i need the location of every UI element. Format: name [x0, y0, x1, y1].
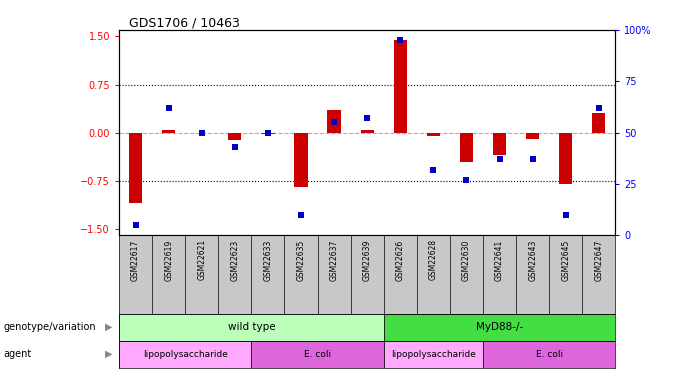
- Text: GSM22619: GSM22619: [164, 239, 173, 280]
- Text: genotype/variation: genotype/variation: [3, 322, 96, 332]
- Bar: [483, 340, 615, 368]
- Text: GSM22623: GSM22623: [231, 239, 239, 280]
- Bar: [360, 129, 374, 133]
- Text: lipopolysaccharide: lipopolysaccharide: [391, 350, 476, 358]
- Text: GSM22639: GSM22639: [362, 239, 372, 281]
- Bar: [261, 133, 275, 134]
- Bar: [228, 133, 241, 140]
- Text: GSM22633: GSM22633: [263, 239, 273, 281]
- Bar: [493, 133, 506, 155]
- Text: GSM22628: GSM22628: [429, 239, 438, 280]
- Bar: [129, 133, 142, 203]
- Text: GSM22641: GSM22641: [495, 239, 504, 280]
- Text: GSM22635: GSM22635: [296, 239, 305, 281]
- Text: E. coli: E. coli: [536, 350, 563, 358]
- Text: ▶: ▶: [105, 322, 113, 332]
- Bar: [460, 133, 473, 162]
- Text: agent: agent: [3, 349, 32, 359]
- Bar: [559, 133, 573, 184]
- Bar: [384, 340, 483, 368]
- Text: wild type: wild type: [228, 322, 275, 332]
- Bar: [427, 133, 440, 136]
- Text: GSM22617: GSM22617: [131, 239, 140, 280]
- Bar: [384, 314, 615, 340]
- Text: GSM22621: GSM22621: [197, 239, 206, 280]
- Text: ▶: ▶: [105, 349, 113, 359]
- Text: GSM22630: GSM22630: [462, 239, 471, 281]
- Bar: [119, 314, 384, 340]
- Bar: [294, 133, 307, 187]
- Text: GSM22647: GSM22647: [594, 239, 603, 281]
- Bar: [328, 110, 341, 133]
- Bar: [119, 340, 252, 368]
- Bar: [526, 133, 539, 139]
- Text: GSM22626: GSM22626: [396, 239, 405, 280]
- Text: lipopolysaccharide: lipopolysaccharide: [143, 350, 228, 358]
- Text: GSM22637: GSM22637: [330, 239, 339, 281]
- Text: GSM22645: GSM22645: [561, 239, 571, 281]
- Bar: [394, 40, 407, 133]
- Bar: [592, 114, 605, 133]
- Bar: [162, 129, 175, 133]
- Bar: [252, 340, 384, 368]
- Text: GSM22643: GSM22643: [528, 239, 537, 281]
- Text: MyD88-/-: MyD88-/-: [476, 322, 523, 332]
- Text: E. coli: E. coli: [304, 350, 331, 358]
- Text: GDS1706 / 10463: GDS1706 / 10463: [129, 17, 240, 30]
